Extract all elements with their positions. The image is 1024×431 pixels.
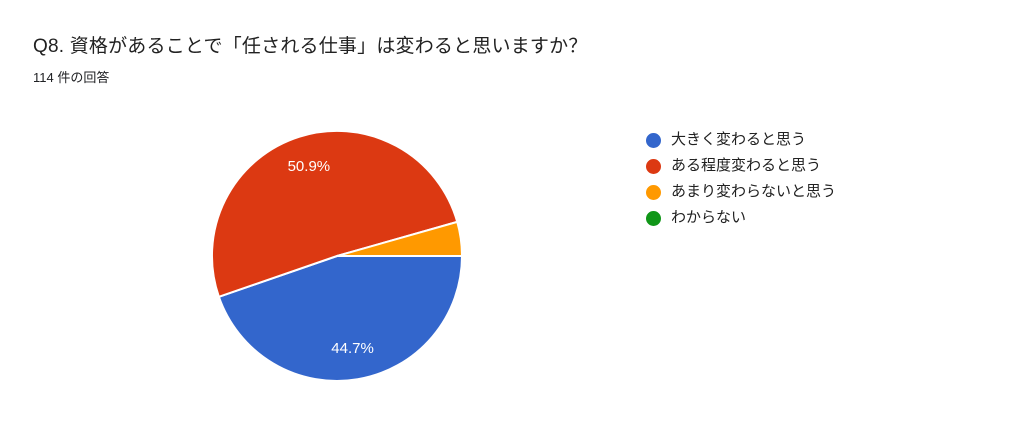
legend-item-changes-somewhat: ある程度変わると思う — [646, 156, 836, 176]
legend-label-changes-somewhat: ある程度変わると思う — [671, 157, 822, 174]
pie-chart: 44.7% 50.9% — [192, 111, 482, 401]
legend-item-dont-know: わからない — [646, 208, 836, 228]
legend-item-changes-greatly: 大きく変わると思う — [646, 130, 836, 150]
legend: 大きく変わると思う ある程度変わると思う あまり変わらないと思う わからない — [646, 130, 836, 234]
pie-slice-changes-little[interactable] — [336, 220, 463, 257]
pie-slice-label-changes-greatly: 44.7% — [331, 340, 374, 357]
legend-item-changes-little: あまり変わらないと思う — [646, 182, 836, 202]
question-title: Q8. 資格があることで「任される仕事」は変わると思いますか？ — [33, 36, 588, 57]
pie-slice-changes-somewhat[interactable] — [211, 129, 459, 298]
legend-swatch-icon-changes-somewhat — [646, 158, 661, 174]
legend-swatch-icon-changes-greatly — [646, 132, 661, 148]
legend-label-changes-little: あまり変わらないと思う — [671, 183, 837, 200]
pie-slice-changes-greatly[interactable] — [217, 255, 463, 382]
legend-swatch-icon-dont-know — [646, 210, 661, 226]
legend-swatch-icon-changes-little — [646, 184, 661, 200]
pie-chart-svg: 44.7% 50.9% — [211, 129, 463, 382]
legend-label-changes-greatly: 大きく変わると思う — [671, 131, 807, 148]
pie-slice-label-changes-somewhat: 50.9% — [288, 158, 331, 175]
response-count: 114 件の回答 — [33, 70, 110, 85]
legend-label-dont-know: わからない — [671, 209, 747, 226]
